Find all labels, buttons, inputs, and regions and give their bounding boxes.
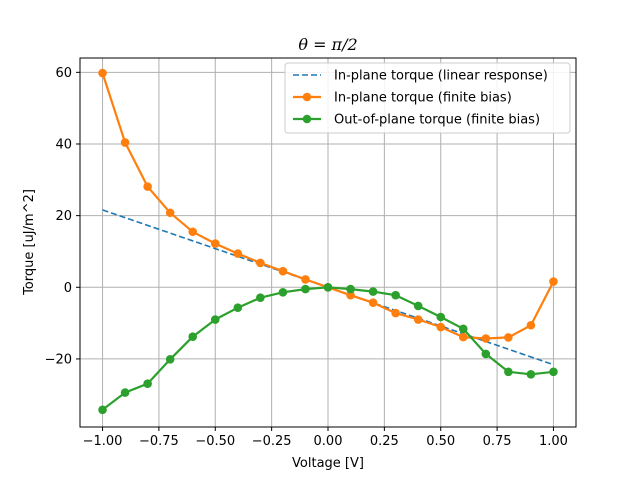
series-1-point — [120, 138, 130, 147]
x-tick-label: 1.00 — [539, 434, 568, 449]
series-2-point — [210, 315, 220, 324]
series-2-point — [98, 405, 107, 415]
x-tick-label: 0.00 — [314, 434, 343, 449]
series-1-point — [346, 290, 355, 300]
x-tick-label: 0.50 — [426, 434, 455, 449]
y-tick-label: 40 — [55, 137, 72, 152]
series-1-point — [278, 266, 288, 276]
series-1-point — [143, 182, 152, 191]
y-tick-label: 60 — [55, 66, 72, 81]
series-2-point — [413, 301, 423, 311]
series-2-point — [301, 284, 310, 294]
series-2-point — [549, 367, 558, 377]
series-2-point — [368, 287, 378, 296]
series-2-point — [256, 293, 265, 302]
series-1-point — [526, 320, 536, 330]
y-tick-label: 20 — [55, 209, 72, 224]
series-2-point — [165, 354, 175, 364]
series-2-point — [346, 284, 355, 294]
series-2-point — [323, 282, 333, 292]
chart-title: θ = π/2 — [298, 35, 357, 54]
series-2-point — [233, 303, 243, 313]
ticks: −1.00 −0.75 −0.50 −0.25 0.00 0.25 0.50 0.75 1.00… — [45, 66, 568, 449]
series-1-point — [165, 208, 175, 218]
legend-entry-0: In-plane torque (linear response) — [334, 69, 548, 84]
series-1-point — [98, 68, 107, 78]
x-axis-label: Voltage [V] — [292, 456, 364, 471]
series-2-point — [278, 287, 288, 297]
legend-marker-2 — [302, 114, 312, 124]
x-tick-label: 0.75 — [483, 434, 512, 449]
series-2-point — [436, 312, 446, 322]
legend-entry-1: In-plane torque (finite bias) — [334, 91, 512, 106]
legend: In-plane torque (linear response) In-plan… — [284, 62, 571, 134]
y-tick-label: 0 — [64, 281, 72, 296]
x-tick-label: −0.75 — [139, 434, 179, 449]
series-1-point — [210, 239, 220, 248]
series-1-point — [549, 277, 558, 286]
series-1-point — [256, 258, 265, 268]
series-2-point — [120, 388, 130, 397]
y-tick-label: −20 — [45, 352, 72, 367]
series-2-point — [458, 324, 468, 334]
series-1-point — [233, 249, 243, 258]
x-tick-label: −1.00 — [83, 434, 123, 449]
x-tick-label: −0.50 — [195, 434, 235, 449]
series-1-point — [301, 275, 310, 284]
series-layer — [98, 68, 558, 415]
y-axis-label: Torque [uJ/m^2] — [22, 189, 37, 296]
series-2-point — [188, 332, 198, 342]
series-1-point — [504, 333, 513, 342]
x-tick-label: −0.25 — [252, 434, 292, 449]
series-2-point — [391, 290, 400, 300]
legend-marker-1 — [302, 92, 312, 102]
legend-box — [284, 62, 571, 134]
series-2-point — [504, 367, 513, 377]
series-1-point — [413, 315, 423, 324]
series-1-point — [436, 322, 446, 332]
series-1-point — [368, 298, 378, 307]
series-1-point — [481, 334, 491, 343]
series-2-point — [526, 370, 536, 379]
legend-entry-2: Out-of-plane torque (finite bias) — [334, 113, 540, 128]
x-tick-label: 0.25 — [370, 434, 399, 449]
series-1-point — [458, 332, 468, 342]
series-2-point — [481, 349, 491, 359]
series-1-point — [188, 227, 198, 237]
series-1-point — [391, 308, 400, 318]
series-2-point — [143, 379, 152, 388]
